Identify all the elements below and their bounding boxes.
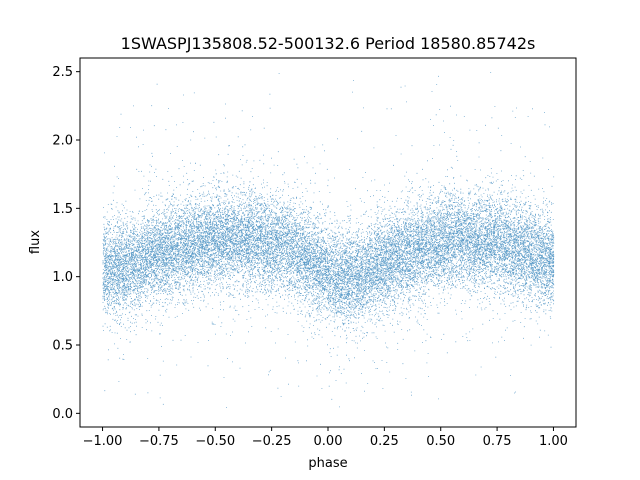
- x-axis-ticks: −1.00 −0.75 −0.50 −0.25 0.00 0.25 0.50 0.75 1.00: [83, 427, 568, 449]
- x-tick-label: 0.50: [426, 434, 455, 449]
- y-tick-label: 1.0: [52, 270, 73, 285]
- x-tick-label: −0.50: [195, 434, 235, 449]
- y-axis-ticks: 0.0 0.5 1.0 1.5 2.0 2.5: [52, 65, 80, 422]
- y-tick-label: 1.5: [52, 202, 73, 217]
- x-tick-label: −1.00: [83, 434, 123, 449]
- scatter-points: [102, 72, 555, 408]
- y-tick-label: 0.5: [52, 339, 73, 354]
- y-tick-label: 2.0: [52, 134, 73, 149]
- x-tick-label: 0.25: [370, 434, 399, 449]
- y-tick-label: 2.5: [52, 65, 73, 80]
- y-axis-label: flux: [28, 230, 43, 254]
- x-tick-label: 1.00: [539, 434, 568, 449]
- x-tick-label: 0.75: [483, 434, 512, 449]
- y-tick-label: 0.0: [52, 407, 73, 422]
- x-tick-label: −0.25: [252, 434, 292, 449]
- x-tick-label: 0.00: [314, 434, 343, 449]
- x-tick-label: −0.75: [139, 434, 179, 449]
- x-axis-label: phase: [308, 456, 347, 471]
- chart-title: 1SWASPJ135808.52-500132.6 Period 18580.8…: [121, 34, 536, 53]
- flux-data-points: [102, 72, 555, 408]
